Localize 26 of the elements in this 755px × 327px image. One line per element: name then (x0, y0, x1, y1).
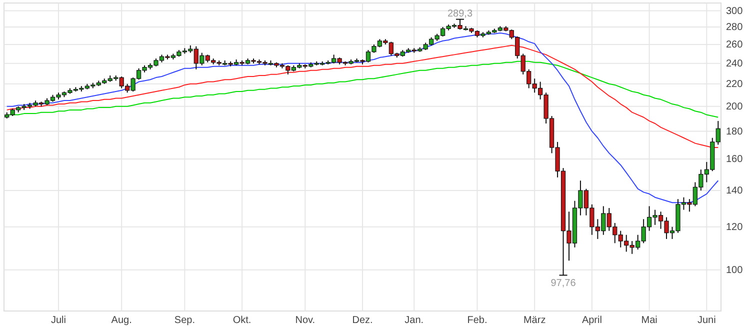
y-tick-label: 140 (726, 186, 744, 197)
x-tick-label: Feb. (467, 315, 488, 326)
y-tick-label: 240 (726, 58, 744, 70)
annotation: 289,3 (447, 8, 473, 20)
x-tick-label: Jan. (404, 315, 424, 326)
x-tick-label: Mai (641, 315, 658, 326)
y-tick-label: 280 (726, 22, 744, 34)
x-tick-label: Dez. (352, 315, 373, 326)
y-tick-label: 200 (726, 102, 744, 113)
y-tick-label: 120 (726, 222, 744, 234)
x-tick-label: Okt. (232, 315, 252, 326)
y-tick-label: 100 (726, 265, 744, 276)
x-tick-label: Sep. (174, 315, 195, 326)
x-tick-label: Juli (50, 315, 66, 326)
y-tick-label: 220 (726, 79, 744, 90)
x-tick-label: März (523, 315, 546, 326)
y-tick-label: 180 (726, 126, 744, 138)
line-series (6, 32, 719, 204)
x-tick-label: Juni (697, 315, 716, 326)
y-tick-label: 300 (726, 6, 744, 17)
x-tick-label: April (582, 315, 602, 326)
y-tick-label: 160 (726, 154, 744, 166)
x-tick-label: Aug. (111, 315, 132, 326)
y-tick-label: 260 (726, 40, 744, 51)
x-tick-label: Nov. (295, 315, 316, 326)
annotation: 97,76 (550, 278, 576, 290)
